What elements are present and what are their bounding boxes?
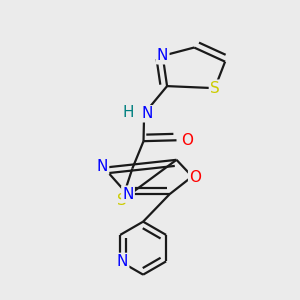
Text: N: N [117, 254, 128, 269]
Text: S: S [117, 193, 127, 208]
Text: O: O [181, 133, 193, 148]
Text: N: N [97, 159, 108, 174]
Text: S: S [210, 81, 220, 96]
Text: N: N [141, 106, 153, 121]
Text: N: N [122, 187, 134, 202]
Text: N: N [157, 48, 168, 63]
Text: H: H [122, 105, 134, 120]
Text: O: O [189, 169, 201, 184]
